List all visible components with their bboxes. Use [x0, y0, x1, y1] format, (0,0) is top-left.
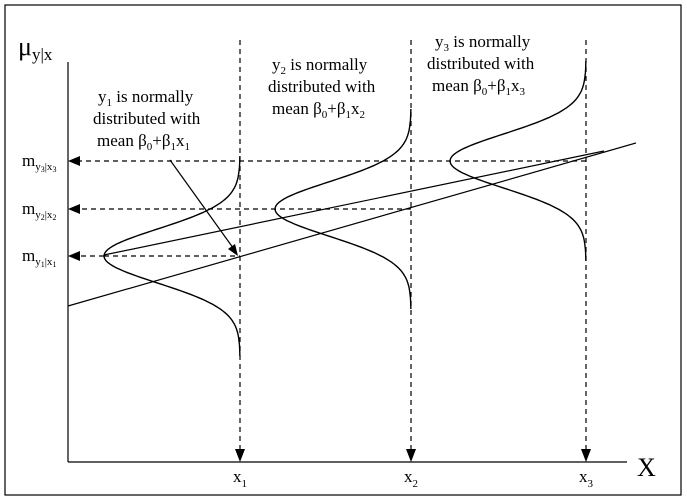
y-tick-label-3: my3|x3 — [22, 151, 56, 174]
x-tick-label-3: x3 — [579, 467, 594, 490]
annotation-3: y3 is normally distributed with mean β0+… — [427, 32, 535, 98]
arrowhead-y3 — [68, 156, 80, 166]
annotation-3-line-2: distributed with — [427, 54, 535, 73]
arrowhead-y2 — [68, 204, 80, 214]
y-tick-label-1: my1|x1 — [22, 246, 56, 269]
regression-line-lower — [67, 142, 637, 307]
annotation-2: y2 is normally distributed with mean β0+… — [268, 55, 376, 121]
annotation-pointer — [169, 159, 237, 253]
arrowhead-x1 — [235, 449, 245, 462]
arrowhead-y1 — [68, 251, 80, 261]
annotation-pointer-head — [228, 244, 238, 256]
y-tick-label-2: my2|x2 — [22, 199, 56, 222]
annotation-2-line-3: mean β0+β1x2 — [272, 99, 365, 121]
annotation-2-line-2: distributed with — [268, 77, 376, 96]
annotation-3-line-3: mean β0+β1x3 — [432, 76, 525, 98]
annotation-2-line-1: y2 is normally — [272, 55, 368, 77]
x-tick-label-1: x1 — [233, 467, 247, 490]
figure-border — [4, 4, 682, 496]
normal-curve-1 — [103, 155, 241, 357]
annotation-1-line-2: distributed with — [93, 109, 201, 128]
regression-line-upper — [103, 150, 605, 256]
annotation-1-line-3: mean β0+β1x1 — [97, 131, 190, 153]
annotation-3-line-1: y3 is normally — [435, 32, 531, 54]
normal-curve-3 — [449, 60, 587, 262]
annotation-1: y1 is normally distributed with mean β0+… — [93, 87, 201, 153]
annotation-1-line-1: y1 is normally — [98, 87, 194, 109]
arrowhead-x2 — [406, 449, 416, 462]
x-tick-label-2: x2 — [404, 467, 418, 490]
x-axis-title: X — [637, 453, 656, 482]
y-axis-title: μy|x — [18, 32, 53, 64]
normal-curve-2 — [274, 108, 412, 310]
arrowhead-x3 — [581, 449, 591, 462]
